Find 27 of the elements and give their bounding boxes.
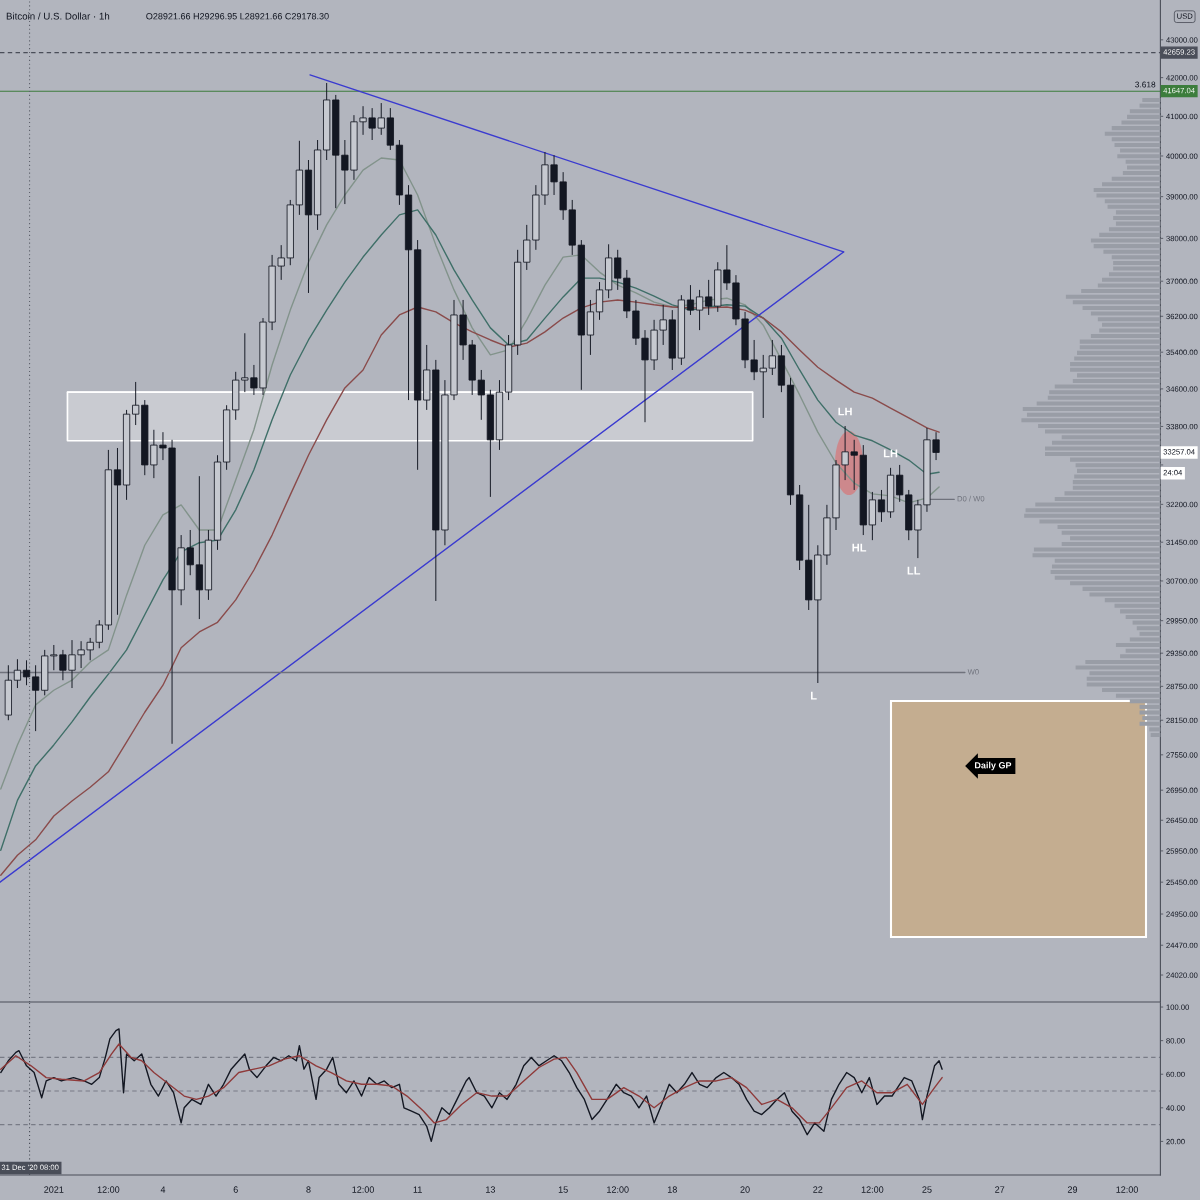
annotation: Daily GP: [974, 761, 1012, 771]
x-tick-label: 4: [160, 1186, 166, 1193]
annotation: HL: [852, 543, 867, 552]
x-tick-label: 6: [233, 1186, 238, 1193]
x-tick-label: 2021: [44, 1186, 64, 1193]
annotation: 3.618: [1135, 81, 1156, 88]
annotation: LH: [838, 407, 852, 416]
x-tick-label: 11: [413, 1186, 422, 1193]
x-tick-label: 20: [740, 1186, 750, 1193]
x-tick-label: 25: [922, 1186, 932, 1193]
x-tick-label: 12:00: [97, 1186, 120, 1193]
x-tick-label: 12:00: [861, 1186, 884, 1193]
x-tick-label: 18: [667, 1186, 677, 1193]
x-tick-label: 8: [306, 1186, 311, 1193]
annotation: L: [811, 691, 817, 700]
x-tick-label: 27: [995, 1186, 1005, 1193]
x-tick-label: 12:00: [352, 1186, 374, 1193]
x-tick-label: 15: [558, 1186, 568, 1193]
x-tick-label: 12:00: [607, 1186, 629, 1193]
x-tick-label: 12:00: [1116, 1186, 1138, 1193]
annotation: LL: [907, 566, 921, 575]
x-tick-label: 29: [1067, 1186, 1078, 1193]
x-tick-label: 13: [486, 1186, 496, 1193]
annotation: O28921.66 H29296.95 L28921.66 C29178.30: [146, 13, 329, 20]
x-tick-label: 22: [813, 1186, 823, 1193]
text: Bitcoin / U.S. Dollar · 1h: [6, 12, 110, 20]
annotation: LH: [883, 449, 898, 458]
